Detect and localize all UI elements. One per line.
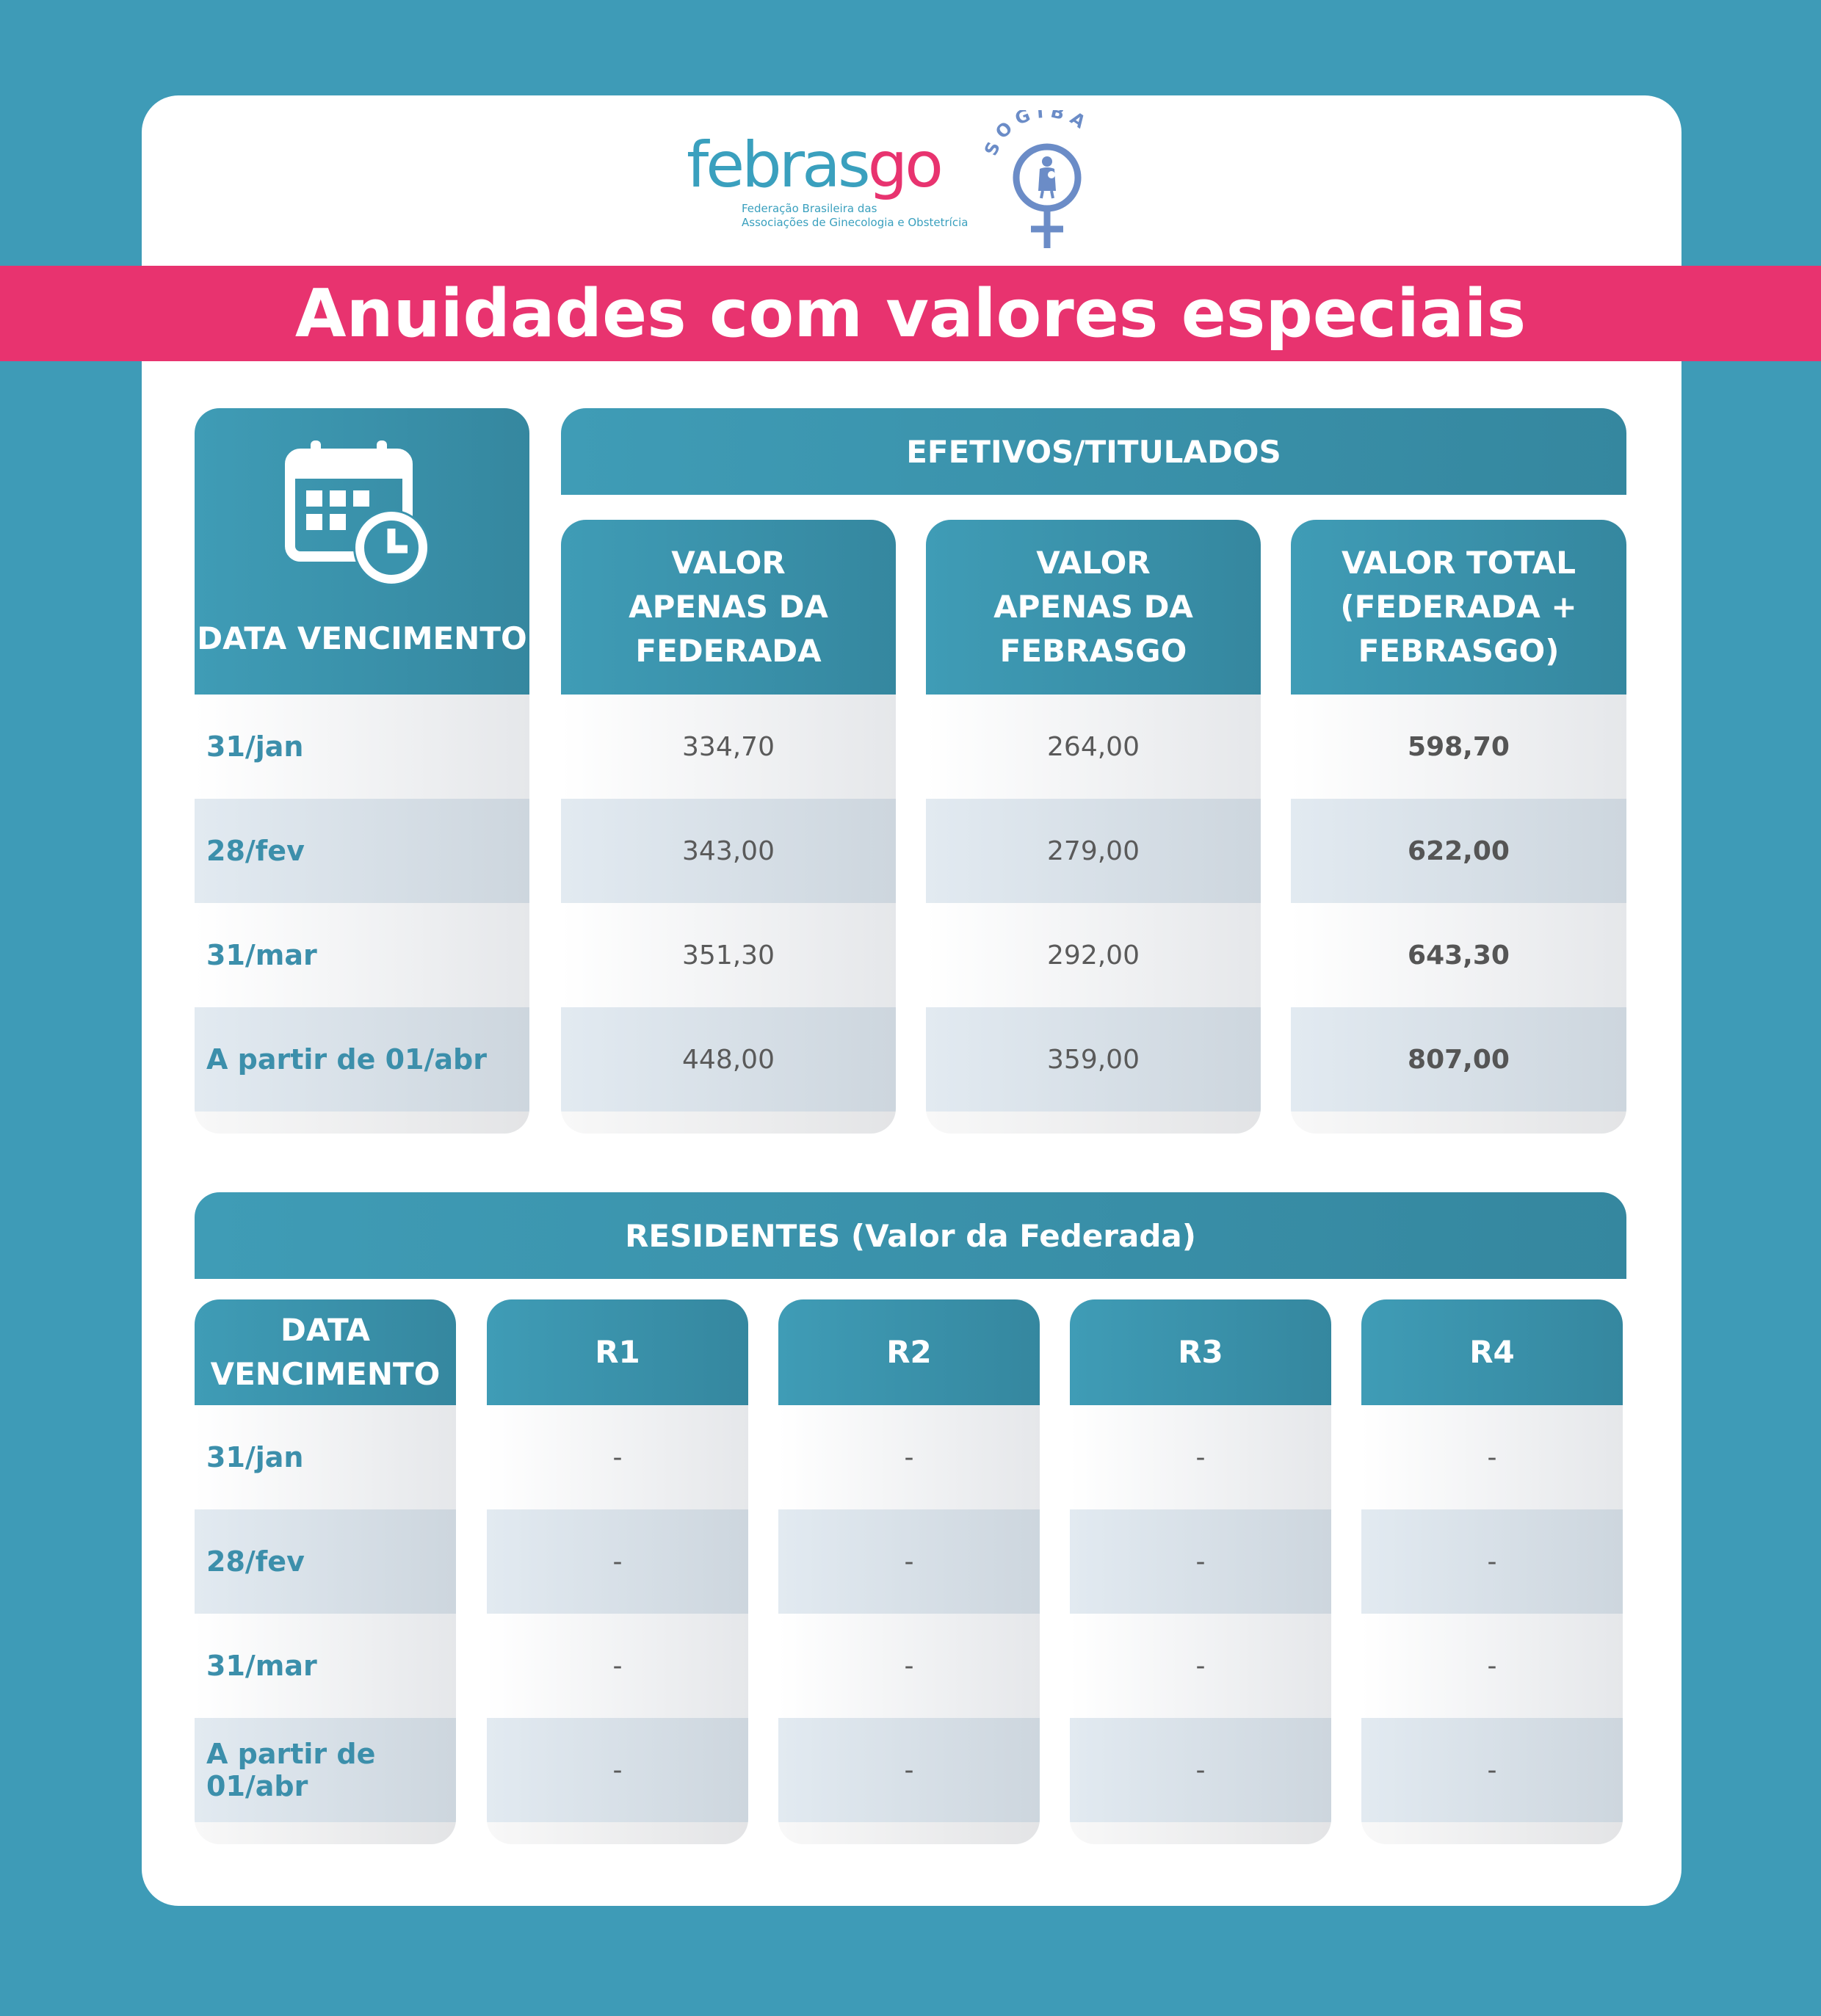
federada-value-cell: 448,00	[561, 1007, 896, 1112]
r4-value-cell: -	[1361, 1614, 1623, 1718]
febrasgo-wordmark: febrasgo	[687, 128, 944, 202]
total-value-cell: 643,30	[1291, 903, 1626, 1007]
page-title: Anuidades com valores especiais	[294, 275, 1527, 352]
total-value-cell: 598,70	[1291, 695, 1626, 799]
febrasgo-header-line1: VALOR	[1036, 545, 1151, 581]
column-footer	[195, 1822, 456, 1844]
federada-value-cell: 334,70	[561, 695, 896, 799]
total-value-cell: 622,00	[1291, 799, 1626, 903]
column-footer	[778, 1822, 1040, 1844]
svg-text:SOGIBA: SOGIBA	[984, 110, 1094, 159]
federada-header-line3: FEDERADA	[635, 633, 822, 669]
r2-value-cell: -	[778, 1509, 1040, 1614]
febrasgo-subtitle-line2: Associações de Ginecologia e Obstetrícia	[742, 216, 969, 229]
febrasgo-value-cell: 279,00	[926, 799, 1261, 903]
residentes-r4-column: R4 - - - -	[1361, 1299, 1623, 1844]
r4-value-cell: -	[1361, 1718, 1623, 1822]
r3-column-header: R3	[1070, 1299, 1331, 1405]
federada-header-line2: APENAS DA	[629, 589, 828, 625]
column-footer	[1070, 1822, 1331, 1844]
sogiba-emblem-icon: SOGIBA	[980, 101, 1094, 248]
efetivos-febrasgo-column: VALOR APENAS DA FEBRASGO 264,00 279,00 2…	[926, 520, 1261, 1134]
efetivos-total-column: VALOR TOTAL (FEDERADA + FEBRASGO) 598,70…	[1291, 520, 1626, 1134]
efetivos-date-header: DATA VENCIMENTO	[195, 408, 529, 695]
column-footer	[1361, 1822, 1623, 1844]
residentes-date-cell: 31/jan	[195, 1405, 456, 1509]
column-footer	[561, 1112, 896, 1134]
r3-value-cell: -	[1070, 1718, 1331, 1822]
r4-value-cell: -	[1361, 1405, 1623, 1509]
r2-column-header: R2	[778, 1299, 1040, 1405]
r4-column-header: R4	[1361, 1299, 1623, 1405]
residentes-date-cell: A partir de 01/abr	[195, 1718, 456, 1822]
r2-value-cell: -	[778, 1405, 1040, 1509]
federada-value-cell: 343,00	[561, 799, 896, 903]
residentes-section-header: RESIDENTES (Valor da Federada)	[195, 1192, 1626, 1279]
calendar-clock-icon	[285, 440, 430, 586]
title-banner: Anuidades com valores especiais	[0, 266, 1821, 361]
efetivos-date-cell: 31/mar	[195, 903, 529, 1007]
febrasgo-subtitle: Federação Brasileira das Associações de …	[742, 202, 968, 230]
r1-value-cell: -	[487, 1718, 748, 1822]
r3-value-cell: -	[1070, 1614, 1331, 1718]
r2-value-cell: -	[778, 1718, 1040, 1822]
total-header-line1: VALOR TOTAL	[1341, 545, 1576, 581]
total-header-line3: FEBRASGO)	[1358, 633, 1560, 669]
r1-value-cell: -	[487, 1509, 748, 1614]
febrasgo-logo: febrasgo Federação Brasileira das Associ…	[687, 128, 968, 231]
residentes-date-header-line1: DATA	[280, 1312, 370, 1348]
r3-value-cell: -	[1070, 1405, 1331, 1509]
residentes-date-header: DATA VENCIMENTO	[195, 1299, 456, 1405]
efetivos-date-cell: 31/jan	[195, 695, 529, 799]
column-footer	[1291, 1112, 1626, 1134]
febrasgo-column-header: VALOR APENAS DA FEBRASGO	[926, 520, 1261, 695]
total-value-cell: 807,00	[1291, 1007, 1626, 1112]
column-footer	[487, 1822, 748, 1844]
total-column-header: VALOR TOTAL (FEDERADA + FEBRASGO)	[1291, 520, 1626, 695]
febrasgo-subtitle-line1: Federação Brasileira das	[742, 202, 877, 215]
r1-value-cell: -	[487, 1614, 748, 1718]
r1-value-cell: -	[487, 1405, 748, 1509]
febrasgo-value-cell: 292,00	[926, 903, 1261, 1007]
residentes-date-column: DATA VENCIMENTO 31/jan 28/fev 31/mar A p…	[195, 1299, 456, 1844]
residentes-date-cell: 31/mar	[195, 1614, 456, 1718]
federada-column-header: VALOR APENAS DA FEDERADA	[561, 520, 896, 695]
febrasgo-value-cell: 359,00	[926, 1007, 1261, 1112]
febrasgo-value-cell: 264,00	[926, 695, 1261, 799]
febrasgo-wordmark-blue: febras	[687, 128, 871, 202]
residentes-r1-column: R1 - - - -	[487, 1299, 748, 1844]
febrasgo-wordmark-pink: go	[867, 128, 944, 202]
efetivos-date-cell: A partir de 01/abr	[195, 1007, 529, 1112]
r2-value-cell: -	[778, 1614, 1040, 1718]
febrasgo-header-line3: FEBRASGO	[999, 633, 1187, 669]
r4-value-cell: -	[1361, 1509, 1623, 1614]
residentes-date-cell: 28/fev	[195, 1509, 456, 1614]
federada-value-cell: 351,30	[561, 903, 896, 1007]
column-footer	[195, 1112, 529, 1134]
efetivos-federada-column: VALOR APENAS DA FEDERADA 334,70 343,00 3…	[561, 520, 896, 1134]
column-footer	[926, 1112, 1261, 1134]
total-header-line2: (FEDERADA +	[1340, 589, 1577, 625]
r3-value-cell: -	[1070, 1509, 1331, 1614]
residentes-r3-column: R3 - - - -	[1070, 1299, 1331, 1844]
efetivos-date-header-label: DATA VENCIMENTO	[197, 620, 527, 656]
residentes-r2-column: R2 - - - -	[778, 1299, 1040, 1844]
febrasgo-header-line2: APENAS DA	[993, 589, 1193, 625]
r1-column-header: R1	[487, 1299, 748, 1405]
efetivos-date-cell: 28/fev	[195, 799, 529, 903]
sogiba-logo: SOGIBA	[980, 101, 1110, 251]
residentes-date-header-line2: VENCIMENTO	[210, 1356, 441, 1392]
federada-header-line1: VALOR	[671, 545, 786, 581]
efetivos-date-column: DATA VENCIMENTO 31/jan 28/fev 31/mar A p…	[195, 408, 529, 1134]
efetivos-section-header: EFETIVOS/TITULADOS	[561, 408, 1626, 495]
